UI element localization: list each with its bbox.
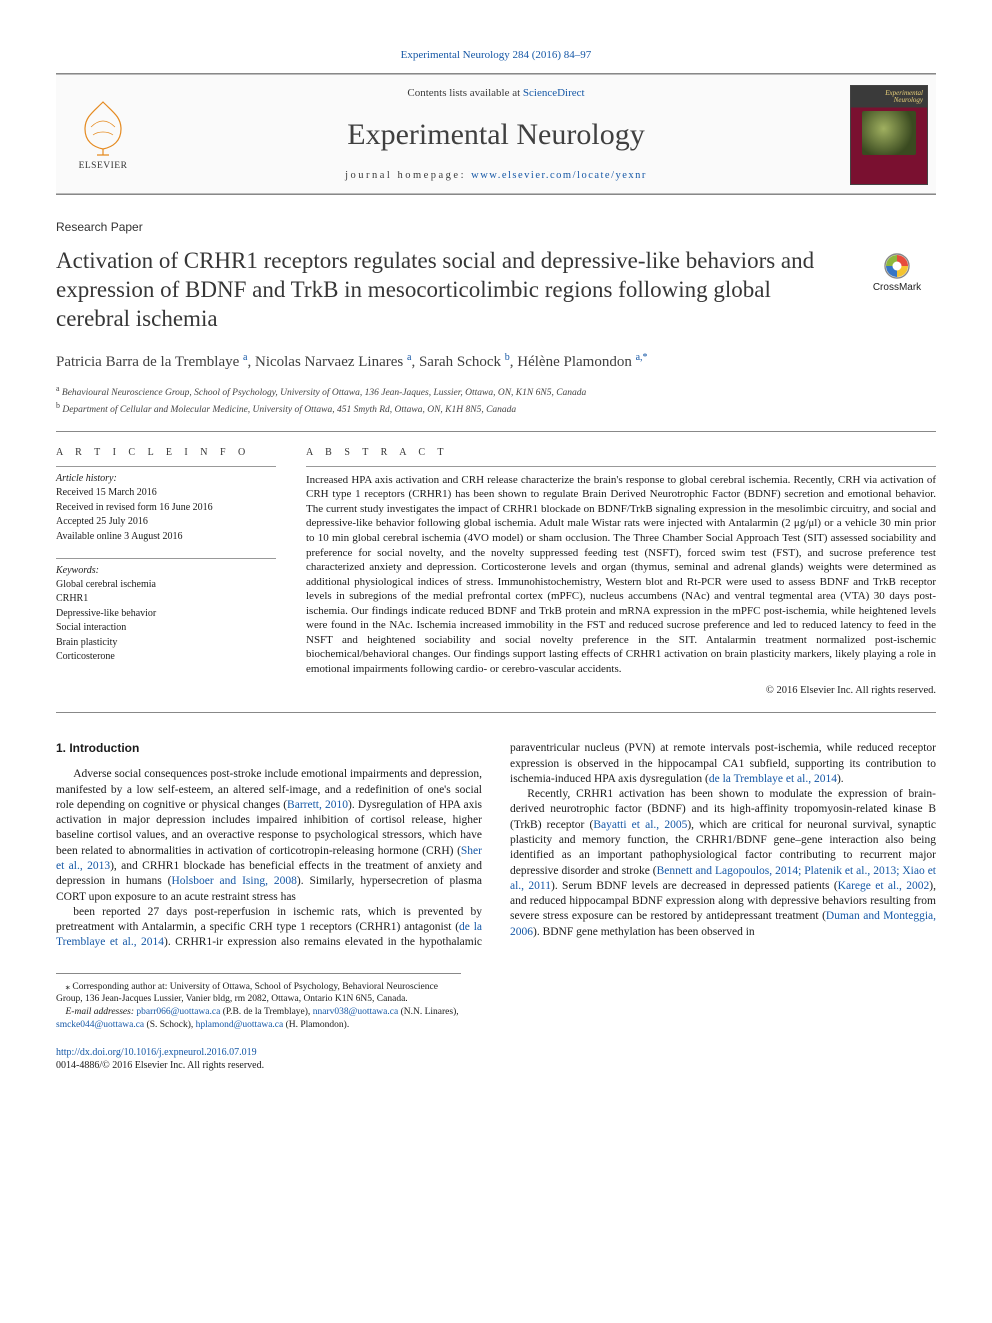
online-date: Available online 3 August 2016 — [56, 530, 276, 545]
citation-link[interactable]: Holsboer and Ising, 2008 — [171, 875, 296, 887]
abstract-copyright: © 2016 Elsevier Inc. All rights reserved… — [306, 684, 936, 698]
keywords-list: Global cerebral ischemiaCRHR1Depressive-… — [56, 578, 276, 665]
citation-link[interactable]: Sher et al., 2013 — [56, 845, 482, 872]
sd-prefix: Contents lists available at — [407, 87, 522, 99]
corresponding-author-note: ⁎ Corresponding author at: University of… — [56, 980, 461, 1007]
journal-homepage-line: journal homepage: www.elsevier.com/locat… — [142, 169, 850, 183]
top-citation-link[interactable]: Experimental Neurology 284 (2016) 84–97 — [401, 49, 592, 61]
doi-block: http://dx.doi.org/10.1016/j.expneurol.20… — [56, 1046, 264, 1073]
section-heading-intro: 1. Introduction — [56, 741, 482, 757]
doi-link[interactable]: http://dx.doi.org/10.1016/j.expneurol.20… — [56, 1047, 257, 1058]
cover-title: Experimental Neurology — [855, 90, 923, 105]
body-text: 1. Introduction Adverse social consequen… — [56, 741, 936, 950]
sciencedirect-line: Contents lists available at ScienceDirec… — [142, 86, 850, 101]
citation-link[interactable]: Bayatti et al., 2005 — [593, 819, 687, 831]
top-citation: Experimental Neurology 284 (2016) 84–97 — [56, 48, 936, 63]
accepted-date: Accepted 25 July 2016 — [56, 515, 276, 530]
crossmark-badge[interactable]: CrossMark — [858, 253, 936, 295]
email-addresses: E-mail addresses: pbarr066@uottawa.ca (P… — [56, 1006, 461, 1032]
article-type: Research Paper — [56, 219, 936, 235]
cover-image-icon — [862, 111, 916, 155]
citation-link[interactable]: de la Tremblaye et al., 2014 — [56, 921, 482, 948]
issn-rights: 0014-4886/© 2016 Elsevier Inc. All right… — [56, 1060, 264, 1071]
keyword: Corticosterone — [56, 650, 276, 665]
footnotes: ⁎ Corresponding author at: University of… — [56, 973, 461, 1032]
journal-name: Experimental Neurology — [142, 115, 850, 156]
keyword: Social interaction — [56, 621, 276, 636]
email-link[interactable]: smcke044@uottawa.ca — [56, 1020, 144, 1030]
history-label: Article history: — [56, 472, 276, 487]
sciencedirect-link[interactable]: ScienceDirect — [523, 87, 585, 99]
masthead: ELSEVIER Contents lists available at Sci… — [56, 74, 936, 194]
crossmark-icon — [884, 253, 910, 279]
elsevier-logo: ELSEVIER — [64, 90, 142, 180]
body-paragraph: Recently, CRHR1 activation has been show… — [510, 787, 936, 940]
elsevier-tree-icon — [73, 97, 133, 157]
received-date: Received 15 March 2016 — [56, 486, 276, 501]
affiliations: a Behavioural Neuroscience Group, School… — [56, 383, 936, 418]
elsevier-wordmark: ELSEVIER — [79, 160, 128, 173]
divider — [56, 712, 936, 713]
author-list: Patricia Barra de la Tremblaye a, Nicola… — [56, 351, 936, 372]
corresponding-text: Corresponding author at: University of O… — [56, 982, 438, 1005]
email-link[interactable]: hplamond@uottawa.ca — [196, 1020, 284, 1030]
paper-title: Activation of CRHR1 receptors regulates … — [56, 247, 840, 333]
keyword: CRHR1 — [56, 592, 276, 607]
article-info-heading: A R T I C L E I N F O — [56, 446, 276, 460]
citation-link[interactable]: de la Tremblaye et al., 2014 — [709, 773, 837, 785]
journal-cover-thumbnail: Experimental Neurology — [850, 85, 928, 185]
abstract-body: Increased HPA axis activation and CRH re… — [306, 466, 936, 676]
email-link[interactable]: nnarv038@uottawa.ca — [313, 1007, 399, 1017]
divider — [56, 431, 936, 432]
crossmark-label: CrossMark — [873, 281, 921, 295]
citation-link[interactable]: Barrett, 2010 — [287, 799, 348, 811]
journal-homepage-link[interactable]: www.elsevier.com/locate/yexnr — [471, 170, 647, 181]
email-link[interactable]: pbarr066@uottawa.ca — [136, 1007, 220, 1017]
keyword: Brain plasticity — [56, 636, 276, 651]
body-paragraph: Adverse social consequences post-stroke … — [56, 767, 482, 905]
revised-date: Received in revised form 16 June 2016 — [56, 501, 276, 516]
citation-link[interactable]: Karege et al., 2002 — [838, 880, 930, 892]
homepage-prefix: journal homepage: — [345, 170, 471, 181]
abstract-heading: A B S T R A C T — [306, 446, 936, 460]
citation-link[interactable]: Duman and Monteggia, 2006 — [510, 910, 936, 937]
keywords-label: Keywords: — [56, 558, 276, 578]
keyword: Global cerebral ischemia — [56, 578, 276, 593]
keyword: Depressive-like behavior — [56, 607, 276, 622]
